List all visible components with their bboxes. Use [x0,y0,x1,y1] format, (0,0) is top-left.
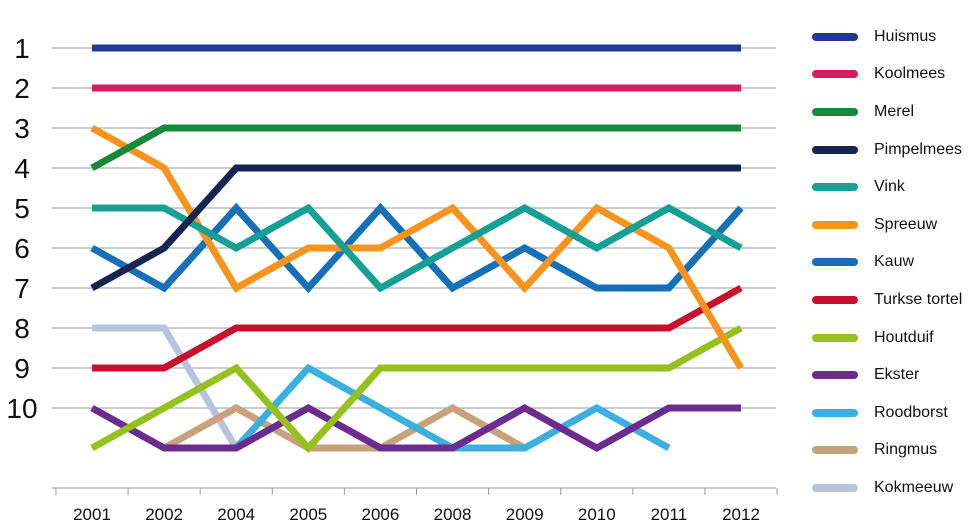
y-tick-label: 3 [14,113,30,144]
legend-swatch [812,107,858,116]
legend-swatch [812,183,858,192]
legend-item: Turkse tortel [806,281,974,319]
legend-label: Turkse tortel [874,290,963,308]
series-line-pimpelmees [90,164,741,292]
legend-label: Roodborst [874,403,948,421]
legend-item: Ekster [806,356,974,394]
legend-item: Kokmeeuw [806,469,974,507]
legend-label: Pimpelmees [874,140,963,158]
legend-swatch [812,446,858,455]
legend-swatch [812,220,858,229]
series-line-turkse-tortel [92,284,743,372]
legend-item: Houtduif [806,319,974,357]
series-line-ekster [90,403,741,453]
legend-label: Kauw [874,253,915,271]
series-line-merel [90,124,741,172]
legend-swatch [812,70,858,79]
legend-item: Pimpelmees [806,131,974,169]
y-tick-label: 6 [14,233,30,264]
legend-item: Koolmees [806,56,974,94]
legend-item: Merel [806,93,974,131]
legend-label: Houtduif [874,328,934,346]
y-tick-label: 2 [14,73,30,104]
legend-label: Ringmus [874,441,938,459]
legend-item: Huismus [806,18,974,56]
legend-swatch [812,333,858,342]
legend-swatch [812,258,858,267]
x-tick-label: 2008 [434,505,472,523]
legend-label: Koolmees [874,65,946,83]
series-line-kauw [90,202,744,294]
legend-label: Kokmeeuw [874,478,954,496]
legend-swatch [812,408,858,417]
series-line-ringmus [162,403,527,452]
series-line-kokmeeuw [92,324,240,450]
x-tick-label: 2012 [722,505,760,523]
line-chart: 1 2 3 4 5 6 7 8 9 10 2001 2002 2004 2005 2006 2008 2009… [6,33,778,523]
legend-item: Ringmus [806,432,974,470]
y-tick-label: 8 [14,313,30,344]
legend-label: Spreeuw [874,215,938,233]
y-tick-label: 4 [14,153,30,184]
series-line-vink [92,203,743,293]
x-tick-label: 2001 [73,505,111,523]
legend-swatch [812,145,858,154]
legend-item: Kauw [806,244,974,282]
legend-swatch [812,295,858,304]
legend-swatch [812,32,858,41]
x-tick-label: 2004 [217,505,255,523]
x-tick-label: 2006 [362,505,400,523]
x-tick-label: 2011 [651,505,688,523]
legend-label: Vink [874,178,905,196]
legend-item: Roodborst [806,394,974,432]
legend-item: Spreeuw [806,206,974,244]
legend-swatch [812,371,858,380]
series-lines [90,44,744,454]
legend-label: Merel [874,102,915,120]
legend-item: Vink [806,168,974,206]
y-tick-label: 9 [14,353,30,384]
x-tick-label: 2010 [578,505,616,523]
y-tick-label: 10 [6,393,37,424]
x-tick-label: 2002 [145,505,183,523]
y-tick-label: 7 [14,273,30,304]
y-tick-label: 1 [14,33,30,64]
legend-swatch [812,483,858,492]
legend: Huismus Koolmees Merel Pimpelmees Vink Spreeu… [806,18,974,507]
x-tick-label: 2005 [289,505,327,523]
legend-label: Ekster [874,366,920,384]
x-axis-ticks [55,488,778,495]
legend-label: Huismus [874,27,937,45]
y-tick-label: 5 [14,193,30,224]
series-line-houtduif [90,324,743,454]
y-axis-tick-labels: 1 2 3 4 5 6 7 8 9 10 [6,33,37,424]
x-axis-tick-labels: 2001 2002 2004 2005 2006 2008 2009 2010 2011 2012 [73,505,760,523]
x-tick-label: 2009 [506,505,544,523]
